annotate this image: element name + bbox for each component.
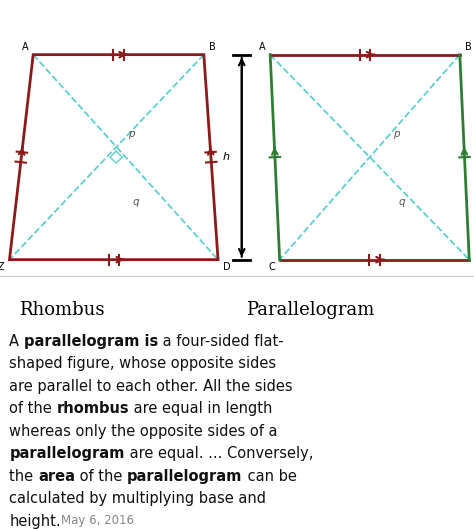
Text: A: A: [22, 42, 28, 52]
Text: area: area: [38, 469, 75, 484]
Text: q: q: [398, 197, 405, 207]
Text: whereas only the opposite sides of a: whereas only the opposite sides of a: [9, 424, 278, 439]
Text: calculated by multiplying base and: calculated by multiplying base and: [9, 491, 266, 506]
Text: Z: Z: [0, 262, 5, 272]
Text: parallelogram: parallelogram: [127, 469, 243, 484]
Text: are parallel to each other. All the sides: are parallel to each other. All the side…: [9, 379, 293, 394]
Text: p: p: [128, 129, 135, 139]
Text: of the: of the: [9, 402, 57, 416]
Text: May 6, 2016: May 6, 2016: [61, 514, 134, 527]
Text: can be: can be: [243, 469, 296, 484]
Text: p: p: [393, 129, 400, 139]
Text: a four-sided flat-: a four-sided flat-: [158, 334, 284, 349]
Text: shaped figure, whose opposite sides: shaped figure, whose opposite sides: [9, 357, 277, 371]
Text: rhombus: rhombus: [57, 402, 129, 416]
Text: are equal. ... Conversely,: are equal. ... Conversely,: [125, 446, 313, 461]
Text: B: B: [209, 42, 215, 52]
Text: C: C: [268, 262, 275, 272]
Text: D: D: [223, 262, 230, 272]
Text: of the: of the: [75, 469, 127, 484]
Text: A: A: [9, 334, 24, 349]
Text: Rhombus: Rhombus: [19, 300, 104, 318]
Text: height.: height.: [9, 514, 61, 529]
Text: h: h: [223, 152, 230, 162]
Text: q: q: [133, 197, 139, 207]
Text: the: the: [9, 469, 38, 484]
Text: Parallelogram: Parallelogram: [246, 300, 375, 318]
Text: are equal in length: are equal in length: [129, 402, 273, 416]
Text: parallelogram: parallelogram: [9, 446, 125, 461]
Text: parallelogram is: parallelogram is: [24, 334, 158, 349]
Text: B: B: [465, 42, 471, 52]
Text: A: A: [259, 42, 265, 52]
